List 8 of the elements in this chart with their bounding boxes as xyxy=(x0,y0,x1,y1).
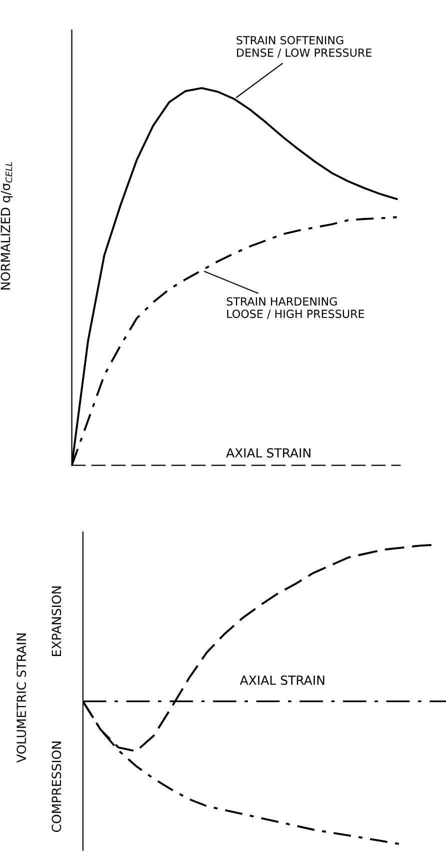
y-axis-title: VOLUMETRIC STRAIN xyxy=(16,634,26,763)
x-axis-title: AXIAL STRAIN xyxy=(240,675,324,685)
x-axis-title: AXIAL STRAIN xyxy=(226,448,310,458)
text: COMPRESSION xyxy=(52,742,62,832)
y-axis-title: NORMALIZED q/σ$_{CELL}$ xyxy=(0,162,13,290)
text: EXPANSION xyxy=(52,586,62,656)
text: STRAIN SOFTENING DENSE / LOW PRESSURE xyxy=(236,36,372,58)
annotation: STRAIN HARDENING LOOSE / HIGH PRESSURE xyxy=(226,297,364,319)
